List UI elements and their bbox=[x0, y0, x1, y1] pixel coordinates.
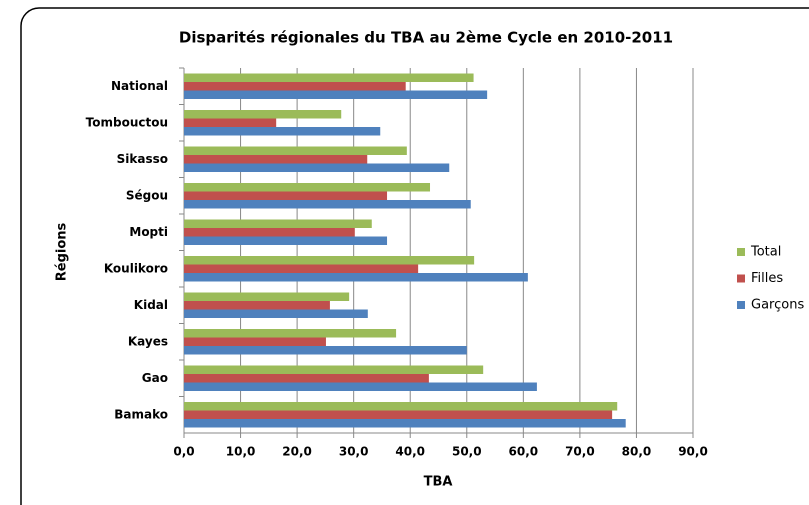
legend-swatch bbox=[737, 301, 745, 309]
legend-label: Total bbox=[750, 245, 781, 260]
bar bbox=[184, 82, 406, 91]
x-tick-label: 70,0 bbox=[565, 445, 595, 459]
y-axis-label: Régions bbox=[55, 222, 70, 281]
bar bbox=[184, 236, 388, 245]
bar bbox=[184, 337, 326, 346]
bar bbox=[184, 191, 388, 200]
bar bbox=[184, 110, 342, 119]
bar bbox=[184, 163, 450, 172]
x-tick-label: 50,0 bbox=[452, 445, 482, 459]
bar bbox=[184, 346, 467, 355]
y-tick-label: National bbox=[111, 79, 168, 93]
bar bbox=[184, 90, 488, 99]
y-tick-label: Kayes bbox=[128, 334, 168, 348]
y-tick-label: Ségou bbox=[126, 188, 168, 202]
bar bbox=[184, 382, 537, 391]
y-tick-label: Mopti bbox=[129, 225, 168, 239]
bar bbox=[184, 183, 431, 192]
y-tick-label: Bamako bbox=[114, 407, 168, 421]
x-tick-label: 0,0 bbox=[173, 445, 194, 459]
bar bbox=[184, 365, 484, 374]
y-tick-label: Sikasso bbox=[117, 152, 168, 166]
bar bbox=[184, 127, 381, 136]
bar bbox=[184, 374, 429, 383]
y-tick-label: Gao bbox=[142, 371, 168, 385]
legend-label: Garçons bbox=[751, 298, 804, 313]
legend-label: Filles bbox=[751, 271, 783, 286]
bar bbox=[184, 118, 277, 127]
x-tick-label: 20,0 bbox=[282, 445, 312, 459]
bar bbox=[184, 200, 471, 209]
legend-swatch bbox=[737, 248, 745, 256]
bar bbox=[184, 292, 350, 301]
y-tick-label: Tombouctou bbox=[86, 115, 168, 129]
bar bbox=[184, 219, 372, 228]
bar bbox=[184, 329, 397, 338]
bar bbox=[184, 301, 330, 310]
bar bbox=[184, 155, 368, 164]
legend-swatch bbox=[737, 274, 745, 283]
x-axis-label: TBA bbox=[424, 475, 453, 490]
x-tick-label: 60,0 bbox=[509, 445, 539, 459]
x-tick-label: 40,0 bbox=[395, 445, 425, 459]
bar bbox=[184, 419, 626, 428]
bar bbox=[184, 402, 618, 411]
bar bbox=[184, 228, 355, 237]
bar bbox=[184, 410, 613, 419]
bar bbox=[184, 264, 419, 273]
x-tick-label: 80,0 bbox=[622, 445, 652, 459]
bar bbox=[184, 256, 475, 265]
bar bbox=[184, 273, 528, 282]
y-tick-label: Koulikoro bbox=[104, 261, 168, 275]
chart-title: Disparités régionales du TBA au 2ème Cyc… bbox=[179, 29, 673, 47]
bar bbox=[184, 146, 407, 155]
y-tick-label: Kidal bbox=[134, 298, 168, 312]
bar bbox=[184, 73, 474, 82]
x-tick-label: 10,0 bbox=[226, 445, 256, 459]
x-tick-label: 90,0 bbox=[678, 445, 708, 459]
bar bbox=[184, 309, 368, 318]
x-tick-label: 30,0 bbox=[339, 445, 369, 459]
